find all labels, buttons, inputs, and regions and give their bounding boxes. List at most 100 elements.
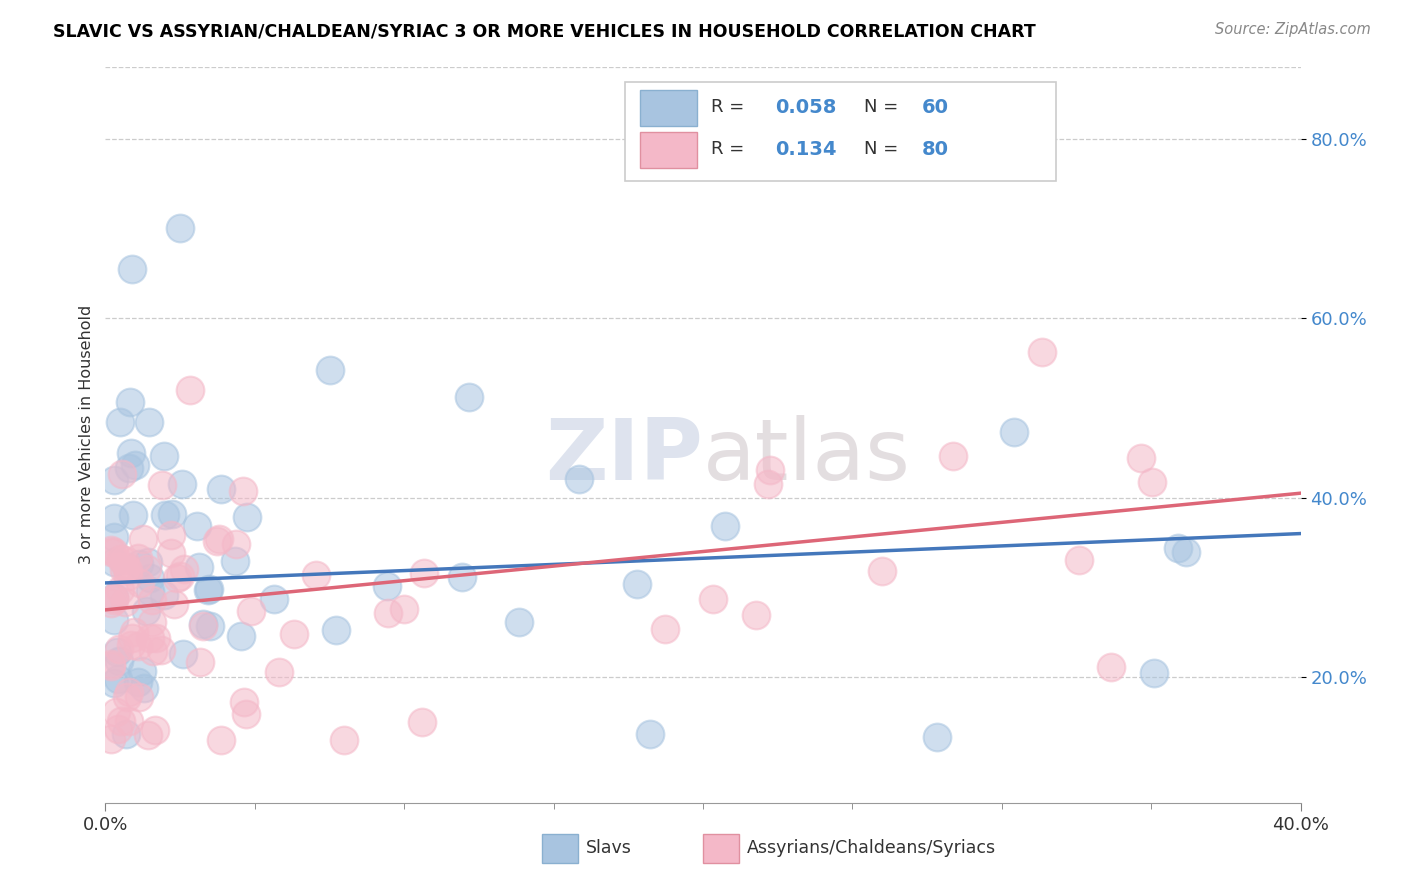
Point <box>713 519 735 533</box>
Point <box>136 555 159 569</box>
Point <box>229 629 252 643</box>
Text: Source: ZipAtlas.com: Source: ZipAtlas.com <box>1215 22 1371 37</box>
Text: atlas: atlas <box>703 416 911 499</box>
Point <box>120 638 142 652</box>
Point <box>232 483 254 498</box>
Y-axis label: 3 or more Vehicles in Household: 3 or more Vehicles in Household <box>79 305 94 565</box>
Point <box>132 681 155 695</box>
Point <box>283 627 305 641</box>
Point <box>110 551 132 566</box>
Point <box>112 563 135 577</box>
Point <box>568 472 591 486</box>
Point <box>117 563 139 577</box>
Point <box>118 685 141 699</box>
Point <box>208 532 231 546</box>
Point <box>103 529 125 543</box>
Point <box>103 473 125 487</box>
Point <box>942 449 965 463</box>
Point <box>153 449 176 463</box>
Point <box>744 608 766 623</box>
Point <box>112 553 135 567</box>
Point <box>149 643 172 657</box>
Text: 60: 60 <box>922 98 949 117</box>
Point <box>166 571 188 585</box>
Point <box>179 383 201 397</box>
Point <box>127 550 149 565</box>
Point <box>263 591 285 606</box>
Point <box>759 463 782 477</box>
Point <box>225 537 247 551</box>
Point <box>394 602 416 616</box>
Point <box>114 595 136 609</box>
Point <box>153 508 176 523</box>
Point <box>114 560 136 574</box>
Point <box>120 395 142 409</box>
Point <box>756 477 779 491</box>
Point <box>118 714 141 728</box>
Point <box>103 613 125 627</box>
Point <box>108 415 131 429</box>
Point <box>121 632 143 646</box>
Point <box>131 533 153 547</box>
Point <box>108 642 131 657</box>
Point <box>169 221 191 235</box>
Point <box>186 519 208 533</box>
Point <box>159 528 181 542</box>
FancyBboxPatch shape <box>541 834 578 863</box>
Point <box>143 723 166 737</box>
Point <box>927 730 949 744</box>
Point <box>127 640 149 654</box>
Point <box>142 644 165 658</box>
Point <box>103 592 125 607</box>
Point <box>1067 552 1090 566</box>
Point <box>325 623 347 637</box>
Point <box>121 261 143 276</box>
Point <box>135 603 157 617</box>
Point <box>198 618 221 632</box>
Point <box>626 577 648 591</box>
Point <box>138 416 160 430</box>
Text: Slavs: Slavs <box>586 839 631 857</box>
Point <box>115 726 138 740</box>
Point <box>411 715 433 730</box>
Point <box>139 632 162 646</box>
Point <box>111 467 134 482</box>
Point <box>138 571 160 585</box>
Point <box>100 545 122 559</box>
Point <box>702 591 724 606</box>
Text: 0.134: 0.134 <box>775 140 837 159</box>
Point <box>377 606 399 620</box>
Point <box>198 582 221 596</box>
Point <box>152 478 174 492</box>
Point <box>127 674 149 689</box>
Point <box>122 624 145 639</box>
Point <box>450 570 472 584</box>
Point <box>135 562 157 576</box>
Point <box>163 597 186 611</box>
Text: N =: N = <box>865 98 904 116</box>
Point <box>1002 425 1025 439</box>
Point <box>128 690 150 705</box>
Point <box>1167 541 1189 555</box>
Point <box>172 648 194 662</box>
Text: 80: 80 <box>922 140 949 159</box>
Point <box>159 545 181 559</box>
Point <box>173 562 195 576</box>
Point <box>304 567 326 582</box>
Point <box>188 560 211 574</box>
Point <box>103 555 125 569</box>
Point <box>100 543 122 558</box>
Point <box>117 569 139 583</box>
Point <box>118 460 141 475</box>
Point <box>110 714 132 728</box>
Point <box>128 576 150 591</box>
FancyBboxPatch shape <box>703 834 740 863</box>
Point <box>654 622 676 636</box>
Text: ZIP: ZIP <box>546 416 703 499</box>
Point <box>638 727 661 741</box>
Text: Assyrians/Chaldeans/Syriacs: Assyrians/Chaldeans/Syriacs <box>747 839 997 857</box>
Point <box>141 593 163 607</box>
Point <box>267 665 290 679</box>
Point <box>377 579 399 593</box>
FancyBboxPatch shape <box>640 132 697 168</box>
